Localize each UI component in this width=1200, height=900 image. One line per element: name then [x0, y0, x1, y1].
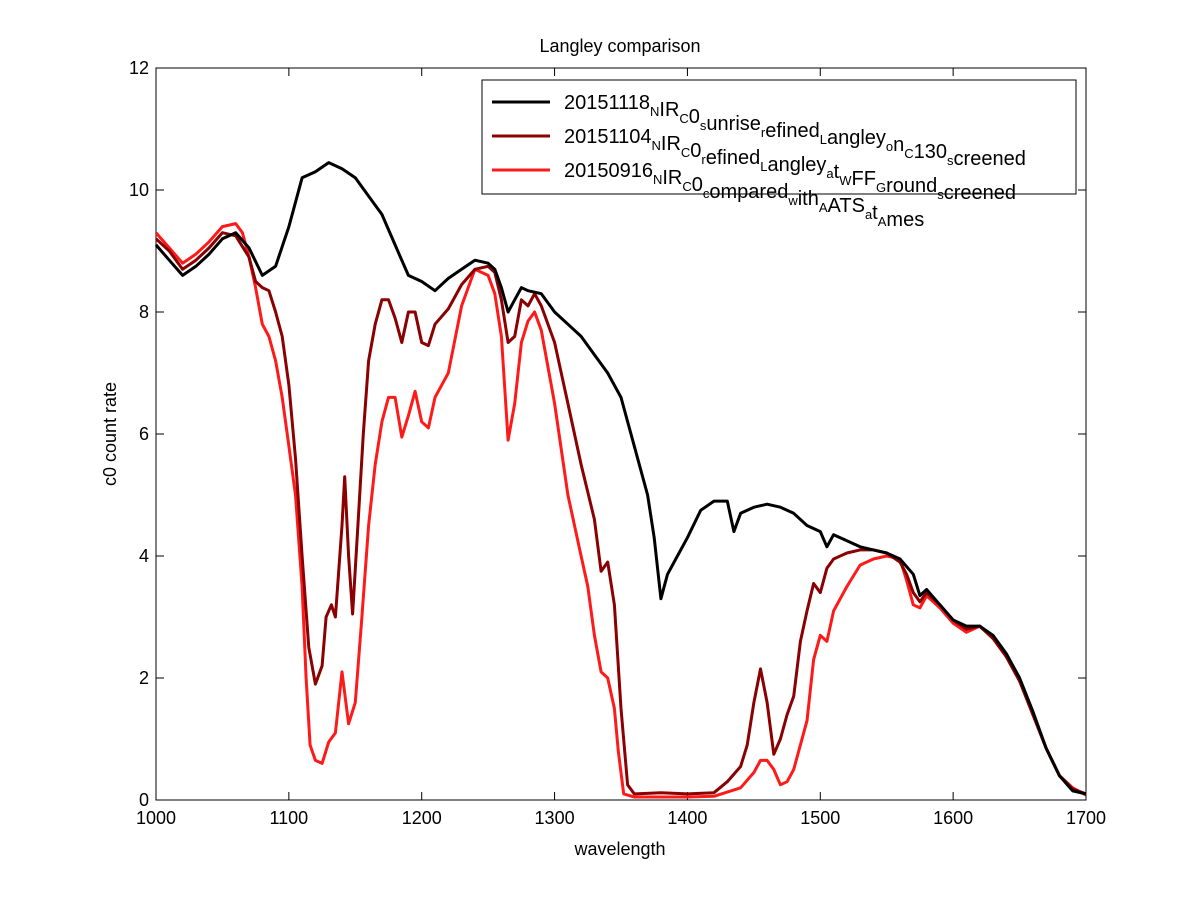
y-tick-label: 8 — [139, 302, 149, 322]
legend-text-part: 20151104 — [564, 126, 652, 148]
legend-subscript: L — [820, 132, 827, 147]
legend: 20151118NIRC0sunriserefinedLangleyonC130… — [481, 79, 1077, 231]
legend-text-part: angley — [827, 127, 886, 149]
legend-subscript: o — [886, 139, 893, 154]
legend-subscript: s — [947, 153, 954, 168]
legend-text-part: 20150916 — [564, 160, 653, 182]
legend-subscript: C — [679, 111, 688, 126]
legend-text-part: creened — [954, 148, 1026, 170]
legend-text-part: 0 — [692, 174, 703, 196]
y-axis-title: c0 count rate — [100, 382, 120, 486]
legend-text-part: FF — [852, 168, 876, 190]
legend-label-1: 20151118NIRC0sunriserefinedLangleyonC130… — [564, 92, 1026, 170]
legend-label-3: 20150916NIRC0comparedwithAATSatAmes — [564, 160, 924, 231]
legend-text-part: IR — [659, 99, 679, 121]
x-tick-label: 1600 — [933, 808, 973, 828]
y-tick-label: 12 — [129, 58, 149, 78]
legend-subscript: N — [652, 138, 661, 153]
legend-text-part: t — [872, 202, 878, 224]
legend-text-part: ompared — [709, 181, 788, 203]
legend-subscript: c — [703, 186, 710, 201]
y-tick-label: 10 — [129, 180, 149, 200]
x-tick-label: 1400 — [667, 808, 707, 828]
x-tick-label: 1700 — [1066, 808, 1106, 828]
legend-subscript: r — [761, 125, 766, 140]
legend-box — [481, 79, 1077, 195]
legend-subscript: C — [904, 146, 913, 161]
y-tick-label: 4 — [139, 546, 149, 566]
legend-subscript: A — [878, 214, 887, 229]
legend-text-part: n — [893, 134, 904, 156]
y-tick-label: 2 — [139, 668, 149, 688]
legend-subscript: A — [819, 200, 828, 215]
legend-text-part: ATS — [828, 195, 865, 217]
x-tick-label: 1300 — [535, 808, 575, 828]
legend-subscript: a — [826, 166, 834, 181]
legend-text-part: IR — [662, 167, 682, 189]
legend-subscript: w — [787, 193, 798, 208]
legend-text-part: efined — [765, 120, 820, 142]
legend-text-part: 0 — [690, 140, 701, 162]
legend-text-part: 20151118 — [564, 92, 650, 114]
legend-text-part: ith — [798, 188, 819, 210]
x-tick-label: 1200 — [402, 808, 442, 828]
legend-text-part: mes — [886, 209, 924, 231]
legend-subscript: N — [650, 104, 659, 119]
legend-text-part: creened — [944, 182, 1016, 204]
legend-text-part: t — [834, 161, 840, 183]
legend-text-part: efined — [706, 147, 761, 169]
legend-subscript: r — [701, 152, 706, 167]
legend-subscript: G — [876, 180, 886, 195]
legend-subscript: s — [937, 187, 944, 202]
x-tick-label: 1100 — [269, 808, 308, 828]
legend-subscript: C — [682, 179, 691, 194]
x-axis-title: wavelength — [573, 839, 665, 859]
series-line-1 — [154, 161, 1087, 796]
legend-subscript: N — [653, 172, 662, 187]
x-tick-label: 1500 — [800, 808, 840, 828]
y-tick-label: 0 — [139, 790, 149, 810]
legend-text-part: IR — [661, 133, 681, 155]
legend-text-part: 130 — [914, 141, 947, 163]
legend-text-part: round — [886, 175, 937, 197]
chart-title: Langley comparison — [539, 36, 700, 56]
x-tick-label: 1000 — [136, 808, 176, 828]
legend-subscript: C — [681, 145, 690, 160]
y-tick-label: 6 — [139, 424, 149, 444]
legend-subscript: a — [865, 207, 873, 222]
legend-subscript: s — [700, 118, 707, 133]
legend-text-part: 0 — [689, 106, 700, 128]
legend-subscript: W — [839, 173, 852, 188]
legend-label-2: 20151104NIRC0refinedLangleyatWFFGroundsc… — [564, 126, 1016, 204]
legend-subscript: L — [760, 159, 767, 174]
legend-text-part: unrise — [706, 113, 760, 135]
legend-text-part: angley — [767, 154, 826, 176]
